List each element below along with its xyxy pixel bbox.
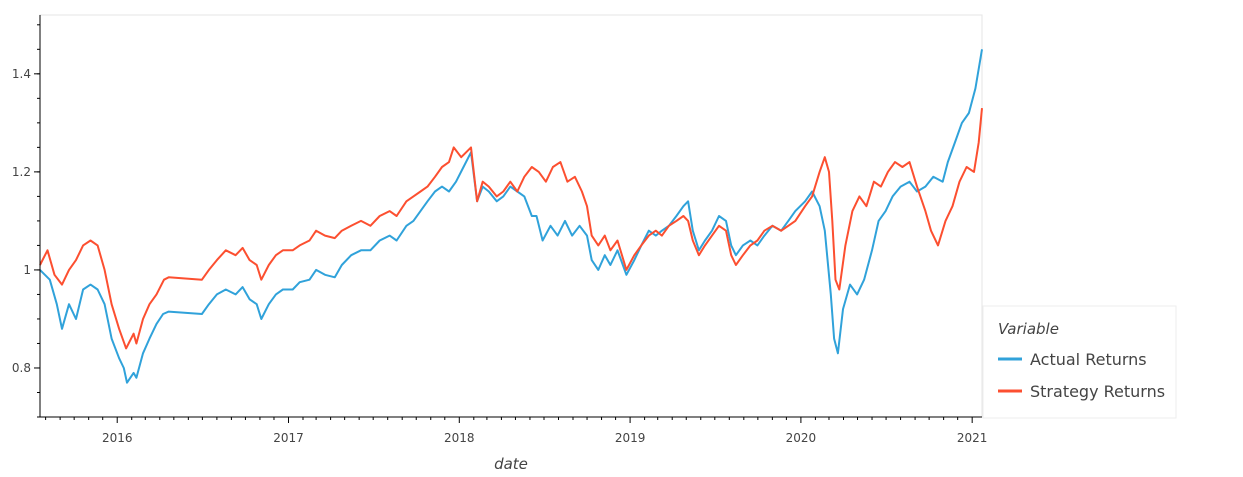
- x-tick-label: 2020: [786, 431, 817, 445]
- legend: Variable Actual Returns Strategy Returns: [982, 305, 1177, 419]
- x-tick-label: 2019: [615, 431, 646, 445]
- series-layer: [39, 49, 983, 384]
- x-axis: 2016 2017 2018 2019 2020 2021: [45, 417, 988, 445]
- legend-box: [982, 305, 1177, 419]
- y-tick-label: 1: [23, 263, 31, 277]
- plot-frame: [39, 14, 983, 418]
- x-tick-label: 2016: [102, 431, 133, 445]
- series-line-strategy-returns: [39, 108, 983, 350]
- y-tick-label: 1.2: [12, 165, 31, 179]
- series-line-actual-returns: [39, 49, 983, 384]
- y-axis: 0.8 1 1.2 1.4: [12, 24, 40, 418]
- y-tick-label: 0.8: [12, 361, 31, 375]
- x-tick-label: 2021: [957, 431, 988, 445]
- x-tick-label: 2018: [444, 431, 475, 445]
- legend-title: Variable: [998, 320, 1059, 338]
- x-tick-label: 2017: [273, 431, 304, 445]
- y-tick-label: 1.4: [12, 67, 31, 81]
- legend-label-strategy-returns: Strategy Returns: [1030, 382, 1165, 401]
- x-axis-label: date: [494, 455, 528, 473]
- legend-label-actual-returns: Actual Returns: [1030, 350, 1147, 369]
